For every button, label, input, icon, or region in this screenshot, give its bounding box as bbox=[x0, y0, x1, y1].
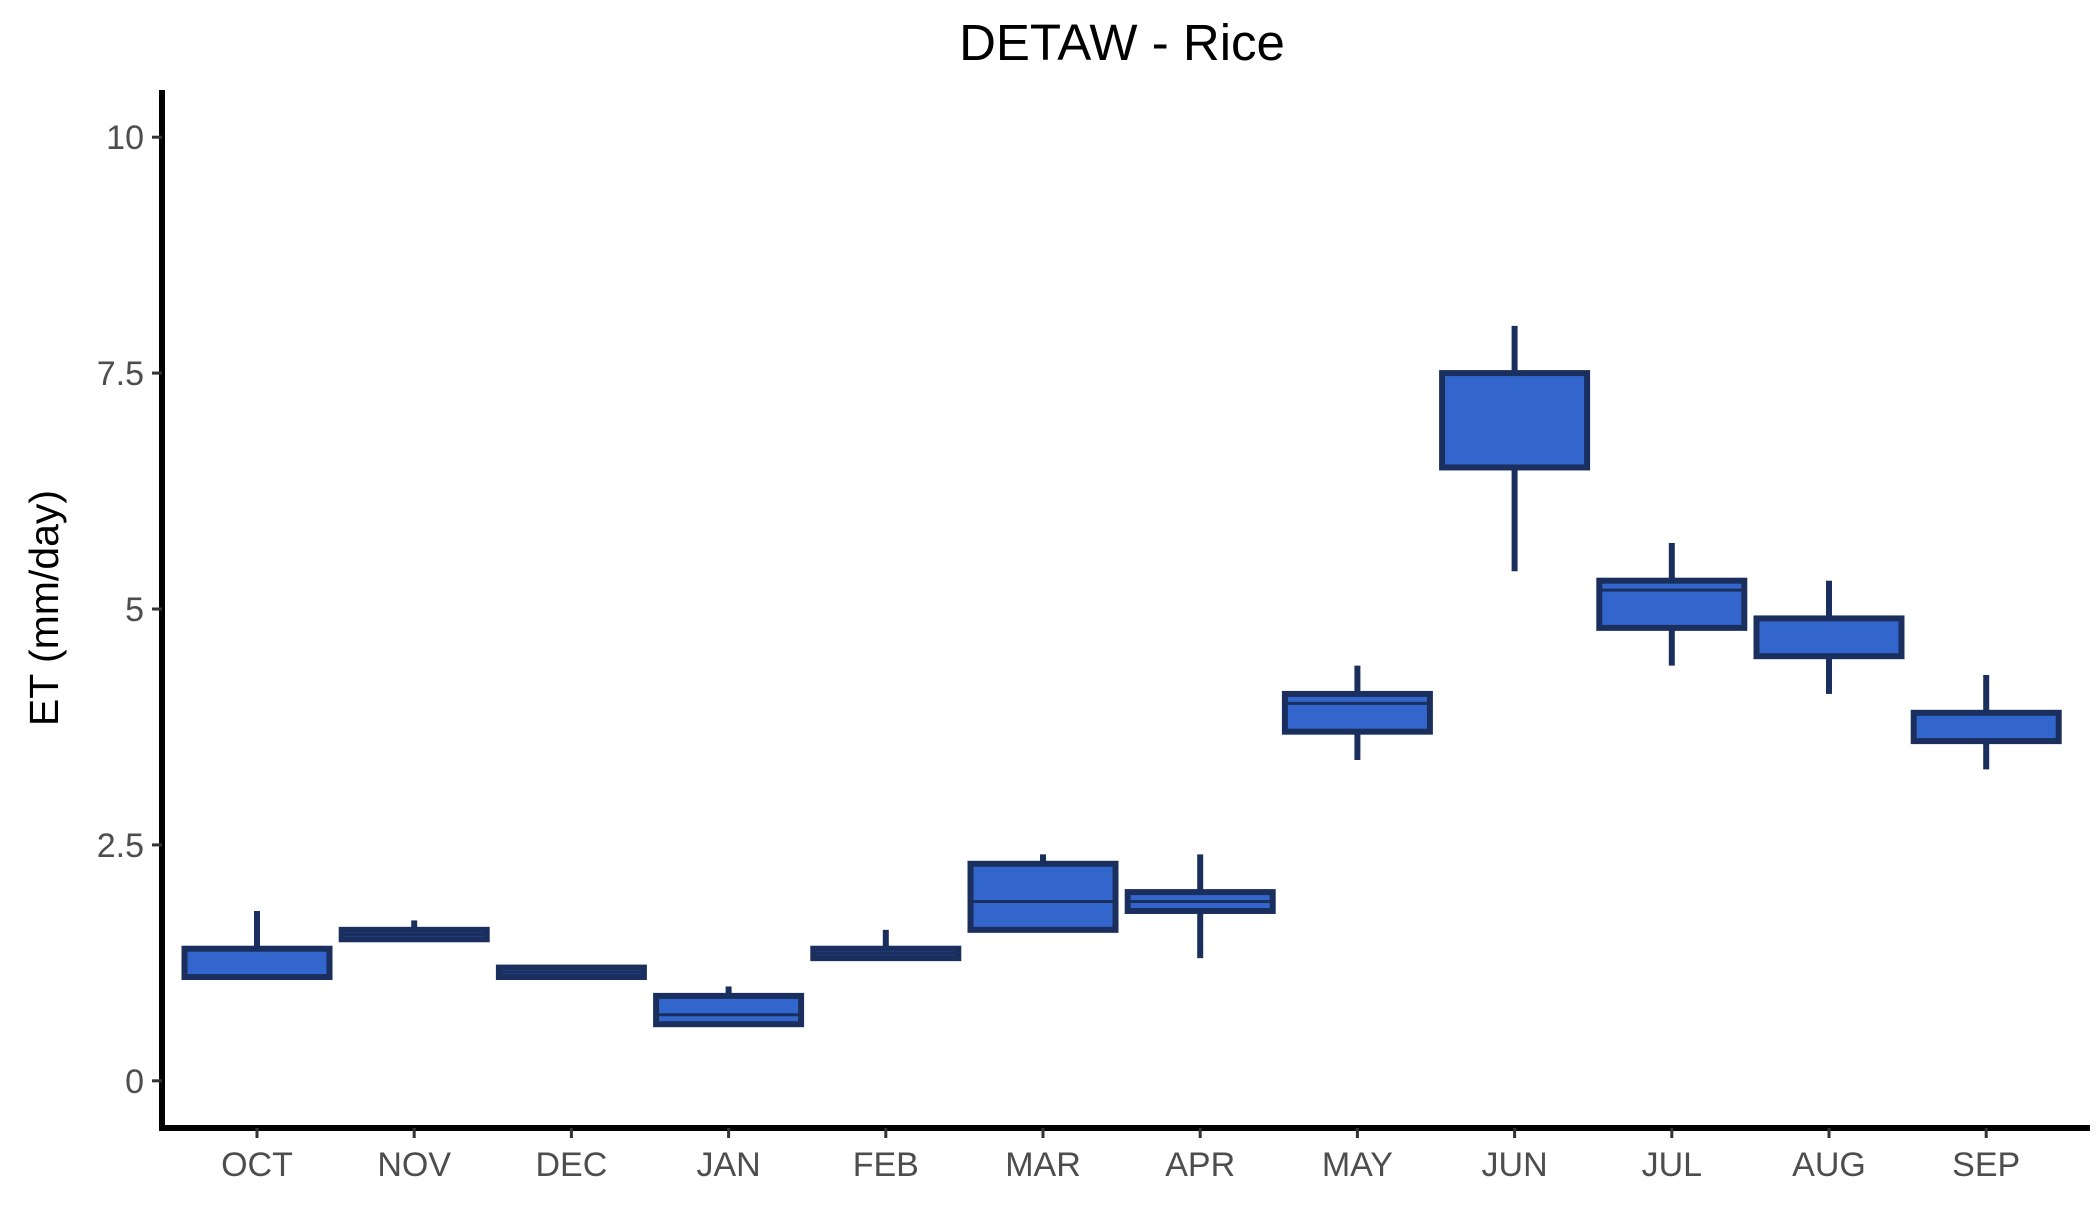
x-tick-label: JUL bbox=[1642, 1146, 1702, 1184]
box-body bbox=[1596, 577, 1748, 631]
box-apr bbox=[1124, 854, 1276, 959]
x-tick-label: AUG bbox=[1792, 1146, 1866, 1184]
box-body bbox=[1439, 370, 1591, 471]
box-may bbox=[1281, 665, 1433, 760]
box-sep bbox=[1910, 675, 2062, 770]
y-tick-label: 2.5 bbox=[97, 827, 144, 865]
x-axis: OCT NOV DEC JAN FEB MAR APR MAY JUN JUL AUG SEP bbox=[159, 1125, 2090, 1184]
y-axis-label: ET (mm/day) bbox=[21, 490, 67, 726]
box-jun bbox=[1439, 325, 1591, 572]
y-tick-label: 10 bbox=[106, 119, 144, 157]
box-body bbox=[1281, 690, 1433, 735]
box-body bbox=[653, 992, 805, 1028]
x-tick-label: JUN bbox=[1482, 1146, 1548, 1184]
x-tick-label: APR bbox=[1165, 1146, 1235, 1184]
x-tick-label: DEC bbox=[536, 1146, 608, 1184]
box-body bbox=[1753, 615, 1905, 660]
y-tick-label: 5 bbox=[125, 591, 144, 629]
box-body bbox=[181, 945, 333, 981]
box-body bbox=[1910, 709, 2062, 745]
x-tick-label: NOV bbox=[377, 1146, 451, 1184]
x-tick-label: JAN bbox=[696, 1146, 760, 1184]
box-jan bbox=[653, 986, 805, 1028]
box-feb bbox=[810, 929, 962, 962]
box-dec bbox=[495, 964, 647, 981]
x-tick-label: OCT bbox=[221, 1146, 293, 1184]
x-tick-label: FEB bbox=[853, 1146, 919, 1184]
plot-area bbox=[181, 325, 2062, 1028]
x-tick-label: SEP bbox=[1952, 1146, 2020, 1184]
box-body bbox=[967, 860, 1119, 933]
box-aug bbox=[1753, 580, 1905, 694]
box-nov bbox=[338, 920, 490, 943]
box-oct bbox=[181, 910, 333, 981]
y-tick-label: 7.5 bbox=[97, 355, 144, 393]
x-tick-label: MAR bbox=[1005, 1146, 1081, 1184]
box-jul bbox=[1596, 542, 1748, 666]
x-tick-label: MAY bbox=[1322, 1146, 1393, 1184]
box-mar bbox=[967, 854, 1119, 933]
chart-title: DETAW - Rice bbox=[959, 14, 1285, 71]
y-tick-label: 0 bbox=[125, 1063, 144, 1101]
y-axis: 0 2.5 5 7.5 10 bbox=[97, 90, 165, 1131]
